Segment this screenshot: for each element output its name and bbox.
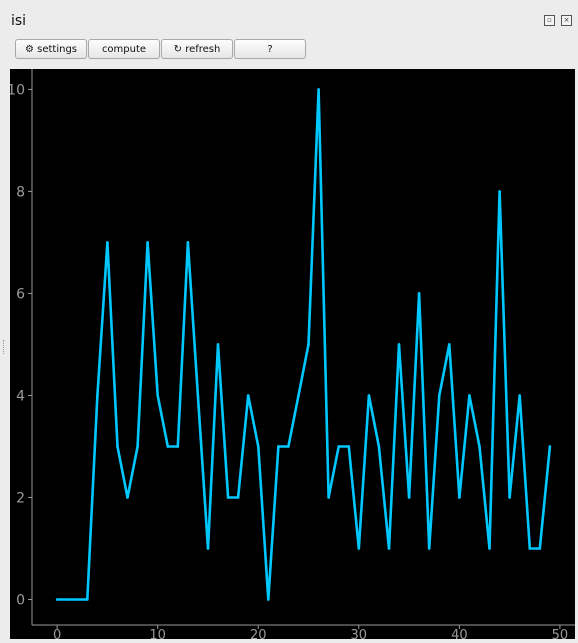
data-point (297, 394, 300, 397)
data-point (126, 496, 129, 499)
data-point (387, 547, 391, 550)
data-point (528, 547, 532, 550)
x-tick-label: 20 (250, 628, 267, 639)
data-point (156, 394, 159, 397)
data-point (136, 445, 139, 448)
data-point (246, 394, 250, 397)
data-point (216, 343, 220, 346)
data-point (488, 547, 491, 550)
isi-chart: 0 2 4 6 8 10 0 10 20 30 40 50 (7, 69, 575, 643)
data-point (206, 547, 210, 550)
data-point (317, 88, 320, 91)
data-point (287, 445, 290, 448)
data-point (508, 496, 511, 499)
data-point (347, 445, 351, 448)
data-point (146, 241, 149, 244)
help-button[interactable]: ? (234, 39, 306, 59)
data-point (277, 445, 280, 448)
resize-grip[interactable] (3, 340, 6, 354)
data-point (397, 343, 401, 346)
data-point (417, 292, 421, 295)
window-title: isi (11, 13, 27, 29)
data-point (538, 547, 542, 550)
x-tick-label: 10 (149, 628, 166, 639)
data-point (226, 496, 230, 499)
data-point (267, 598, 270, 601)
data-point (65, 598, 69, 601)
data-point (498, 190, 501, 193)
data-point (96, 394, 99, 397)
settings-button[interactable]: ⚙ settings (15, 39, 87, 59)
y-tick-label: 0 (16, 592, 25, 608)
float-icon[interactable]: ▫ (544, 15, 555, 26)
refresh-button[interactable]: ↻ refresh (161, 39, 233, 59)
data-point (307, 343, 310, 346)
x-tick-label: 0 (53, 628, 61, 639)
data-point (176, 445, 180, 448)
data-point (458, 496, 461, 499)
compute-button[interactable]: compute (88, 39, 160, 59)
x-tick-label: 50 (552, 628, 569, 639)
y-tick-label: 10 (10, 82, 25, 98)
data-point (75, 598, 79, 601)
y-tick-label: 4 (16, 388, 25, 404)
data-point (196, 394, 200, 397)
plot-area[interactable]: 0 2 4 6 8 10 0 10 20 30 40 50 (7, 69, 575, 643)
data-point (327, 496, 330, 499)
data-point (468, 394, 471, 397)
data-point (186, 241, 190, 244)
data-point (548, 445, 552, 448)
data-point (116, 445, 119, 448)
data-point (357, 547, 361, 550)
data-point (55, 598, 59, 601)
data-point (478, 445, 481, 448)
x-tick-label: 40 (451, 628, 468, 639)
data-point (407, 496, 411, 499)
window-controls: ▫ × (544, 15, 572, 26)
data-point (166, 445, 170, 448)
y-tick-label: 8 (16, 184, 25, 200)
data-point (236, 496, 240, 499)
x-tick-label: 30 (351, 628, 368, 639)
y-tick-label: 2 (16, 490, 25, 506)
close-icon[interactable]: × (561, 15, 572, 26)
toolbar: ⚙ settings compute ↻ refresh ? (15, 39, 306, 59)
data-point (437, 394, 441, 397)
data-point (106, 241, 109, 244)
y-tick-label: 6 (16, 286, 25, 302)
data-point (86, 598, 89, 601)
isi-series-line (57, 88, 552, 601)
data-point (377, 445, 381, 448)
data-point (256, 445, 260, 448)
data-point (518, 394, 521, 397)
data-point (427, 547, 431, 550)
data-point (337, 445, 340, 448)
data-point (448, 343, 451, 346)
data-point (367, 394, 371, 397)
